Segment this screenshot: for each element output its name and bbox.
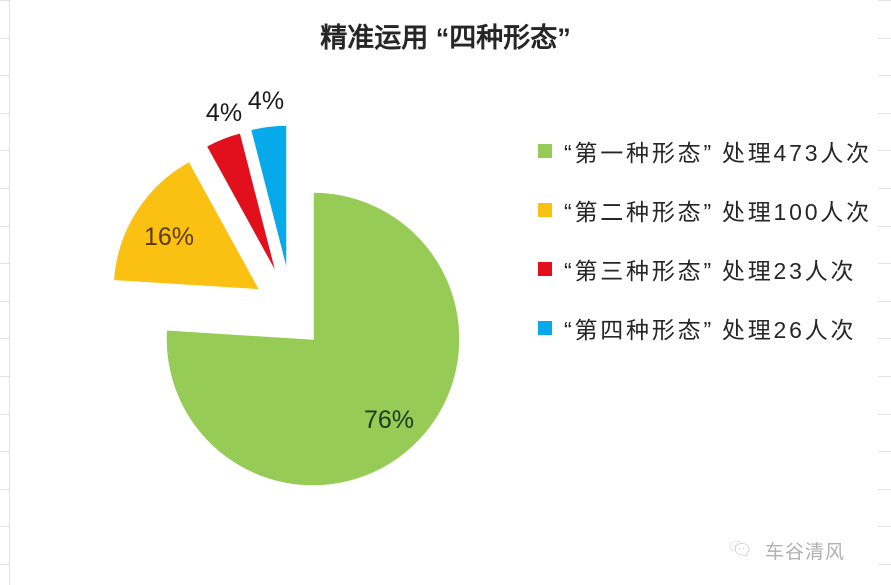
svg-text:76%: 76% — [364, 406, 414, 434]
svg-text:4%: 4% — [206, 99, 242, 127]
svg-text:16%: 16% — [144, 223, 194, 251]
svg-text:4%: 4% — [248, 87, 284, 115]
